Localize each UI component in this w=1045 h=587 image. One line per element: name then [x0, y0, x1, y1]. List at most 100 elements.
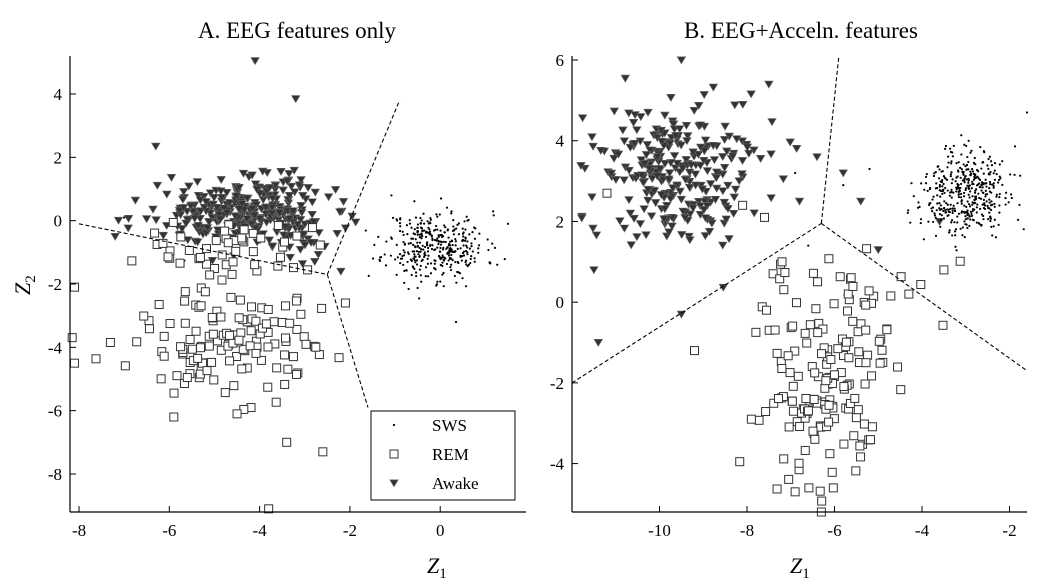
sws-point [424, 235, 428, 239]
sws-point [982, 161, 985, 164]
rem-point [132, 337, 142, 347]
sws-point [941, 178, 944, 182]
awake-point [284, 215, 295, 224]
x-tick-label: -4 [253, 521, 268, 540]
awake-point [856, 197, 866, 206]
sws-point [416, 286, 419, 290]
sws-point [962, 163, 965, 166]
sws-point [807, 244, 810, 247]
sws-point [952, 191, 955, 194]
sws-point [421, 227, 424, 230]
awake-point [700, 136, 711, 145]
awake-point [297, 260, 308, 269]
awake-point [699, 157, 709, 165]
rem-point [191, 326, 201, 336]
awake-point [693, 101, 704, 110]
awake-point [746, 90, 756, 99]
rem-point [820, 383, 830, 393]
awake-point [338, 198, 349, 207]
awake-point [749, 209, 759, 218]
sws-point [463, 220, 466, 223]
sws-point [402, 263, 405, 266]
sws-point [966, 213, 969, 217]
rem-point [247, 302, 257, 312]
sws-point [443, 231, 446, 234]
sws-point [450, 253, 453, 257]
awake-point [625, 143, 636, 152]
awake-point [251, 224, 261, 233]
rem-point [307, 223, 317, 233]
sws-point [969, 190, 972, 193]
rem-point [226, 292, 236, 302]
sws-point [448, 257, 452, 260]
sws-point [964, 188, 967, 192]
rem-point [205, 270, 215, 280]
sws-point [933, 212, 936, 215]
rem-point [263, 382, 273, 392]
sws-point [947, 210, 950, 213]
legend-sws-label: SWS [432, 416, 467, 435]
awake-point [596, 147, 606, 155]
rem-point [848, 316, 858, 326]
sws-point [455, 281, 458, 284]
sws-point [459, 247, 462, 250]
sws-point [399, 225, 402, 228]
awake-point [688, 204, 698, 213]
rem-point [234, 335, 244, 345]
rem-point [237, 233, 247, 243]
sws-point [967, 203, 971, 206]
sws-point [948, 194, 952, 197]
sws-point [991, 183, 994, 186]
sws-point [1007, 201, 1010, 204]
rem-point [196, 301, 206, 311]
sws-point [466, 240, 469, 243]
awake-point [313, 250, 324, 259]
sws-point [956, 202, 959, 205]
awake-point [624, 166, 634, 175]
sws-point [403, 281, 406, 284]
sws-point [980, 223, 983, 227]
panel-a-marks [67, 57, 510, 514]
awake-point [247, 171, 257, 180]
rem-point [827, 467, 837, 477]
awake-point [216, 176, 226, 185]
rem-point [817, 349, 827, 359]
rem-point [159, 331, 169, 341]
awake-point [178, 195, 188, 204]
sws-point [377, 235, 380, 238]
sws-point [969, 210, 973, 213]
sws-point [395, 243, 398, 246]
awake-point [722, 147, 732, 156]
sws-point [409, 258, 412, 261]
sws-point [794, 171, 797, 175]
sws-point [390, 237, 393, 240]
rem-point [275, 252, 285, 262]
sws-point [923, 188, 926, 191]
rem-point [751, 327, 761, 337]
sws-point [384, 264, 388, 267]
rem-point [896, 385, 906, 395]
sws-point [464, 259, 468, 262]
sws-point [930, 207, 933, 210]
sws-point [449, 268, 453, 272]
sws-point [450, 212, 453, 215]
rem-point [156, 374, 166, 384]
sws-point [407, 242, 410, 245]
sws-point [405, 269, 408, 272]
sws-point [419, 264, 422, 267]
rem-point [228, 257, 238, 267]
sws-point [951, 234, 954, 237]
awake-point [699, 206, 709, 214]
awake-point [727, 152, 738, 161]
rem-point [835, 272, 845, 282]
sws-point [456, 247, 459, 250]
sws-point [944, 144, 948, 148]
sws-point [982, 150, 986, 153]
sws-point [457, 271, 460, 274]
sws-point [943, 191, 946, 195]
rem-point [754, 415, 764, 425]
sws-point [398, 221, 402, 225]
rem-point [802, 338, 812, 348]
sws-point [396, 256, 399, 259]
rem-point [187, 344, 197, 354]
